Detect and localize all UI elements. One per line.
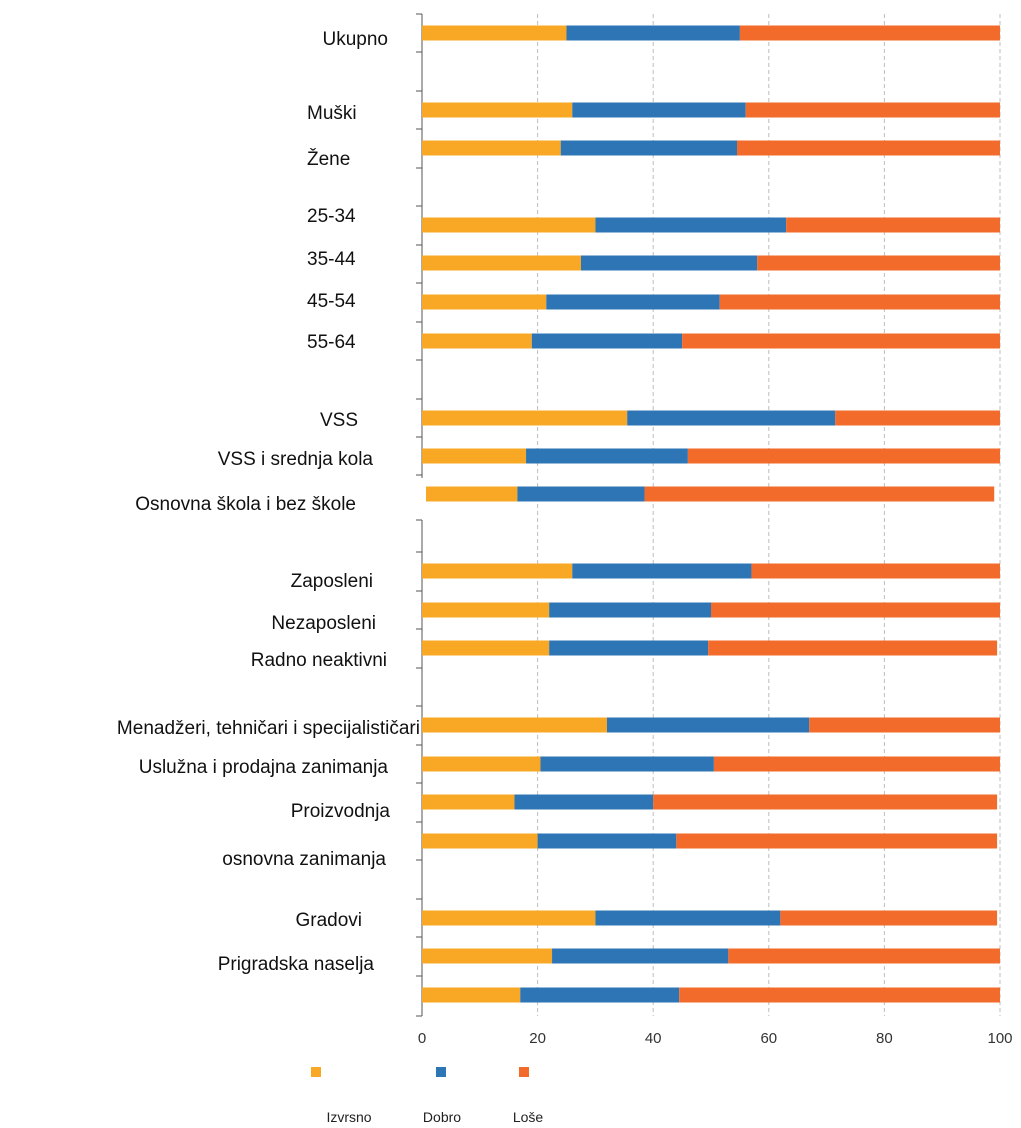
bar-izvrsno-10 (422, 563, 573, 579)
x-tick-label: 20 (529, 1030, 546, 1047)
bar-dobro-15 (514, 794, 654, 810)
bar-dobro-17 (595, 910, 781, 926)
bar-izvrsno-12 (422, 640, 550, 656)
bar-dobro-7 (627, 410, 836, 426)
bar-loše-7 (835, 410, 1000, 426)
x-tick-label: 0 (418, 1030, 426, 1047)
bar-dobro-5 (546, 294, 720, 310)
category-label: osnovna zanimanja (222, 849, 386, 870)
bar-loše-10 (751, 563, 1000, 579)
category-label: Menadžeri, tehničari i specijalističari (117, 718, 420, 739)
legend-label-izvrsno: Izvrsno (326, 1109, 371, 1125)
bar-loše-15 (653, 794, 998, 810)
category-label: Muški (307, 103, 357, 124)
bar-loše-16 (676, 833, 998, 849)
bar-dobro-2 (560, 140, 738, 156)
bar-loše-9 (644, 486, 995, 502)
bar-izvrsno-14 (422, 756, 541, 772)
bar-izvrsno-19 (422, 987, 521, 1003)
category-label: 55-64 (307, 332, 356, 353)
category-label: Ukupno (323, 29, 389, 50)
x-tick-label: 100 (987, 1030, 1012, 1047)
bar-dobro-3 (595, 217, 787, 233)
x-tick-label: 40 (645, 1030, 662, 1047)
legend-label-dobro: Dobro (423, 1109, 461, 1125)
bar-izvrsno-13 (422, 717, 607, 733)
bar-loše-18 (728, 948, 1000, 964)
bar-dobro-8 (526, 448, 688, 464)
bar-izvrsno-2 (422, 140, 561, 156)
bar-izvrsno-1 (422, 102, 573, 118)
bar-dobro-13 (606, 717, 810, 733)
bar-dobro-11 (549, 602, 711, 618)
legend-swatch-izvrsno (311, 1067, 321, 1077)
bar-dobro-1 (572, 102, 746, 118)
category-label: Osnovna škola i bez škole (135, 494, 356, 515)
bar-loše-4 (757, 255, 1000, 271)
category-label: VSS (320, 410, 358, 431)
bar-loše-3 (786, 217, 1000, 233)
bar-izvrsno-8 (422, 448, 527, 464)
bar-loše-1 (745, 102, 1000, 118)
bar-dobro-0 (566, 25, 740, 41)
category-label: VSS i srednja kola (218, 449, 374, 470)
x-tick-label: 80 (876, 1030, 893, 1047)
category-label: Proizvodnja (291, 801, 391, 822)
category-label: Nezaposleni (271, 613, 376, 634)
bar-loše-13 (809, 717, 1000, 733)
category-label: 35-44 (307, 249, 356, 270)
bar-loše-12 (708, 640, 998, 656)
category-label: Gradovi (295, 910, 362, 931)
bar-loše-8 (687, 448, 1000, 464)
bar-izvrsno-9 (426, 486, 518, 502)
bar-izvrsno-16 (422, 833, 538, 849)
legend-label-loše: Loše (513, 1109, 544, 1125)
category-label: Uslužna i prodajna zanimanja (139, 757, 389, 778)
category-label: Radno neaktivni (251, 650, 387, 671)
bar-izvrsno-18 (422, 948, 553, 964)
bar-loše-6 (682, 333, 1000, 349)
bar-dobro-18 (552, 948, 729, 964)
bar-izvrsno-17 (422, 910, 596, 926)
bar-loše-14 (713, 756, 1000, 772)
bar-loše-17 (780, 910, 998, 926)
bar-izvrsno-3 (422, 217, 596, 233)
category-label: Žene (307, 148, 350, 170)
bar-izvrsno-5 (422, 294, 547, 310)
bar-izvrsno-15 (422, 794, 515, 810)
bar-dobro-10 (572, 563, 752, 579)
bar-dobro-12 (549, 640, 709, 656)
bar-loše-11 (711, 602, 1000, 618)
bar-izvrsno-0 (422, 25, 567, 41)
legend-swatch-loše (519, 1067, 529, 1077)
bar-dobro-19 (520, 987, 680, 1003)
bar-loše-2 (737, 140, 1000, 156)
category-label: 45-54 (307, 291, 356, 312)
category-label: 25-34 (307, 206, 356, 227)
category-label: Prigradska naselja (218, 954, 375, 975)
bar-loše-19 (679, 987, 1000, 1003)
bar-izvrsno-4 (422, 255, 581, 271)
x-tick-label: 60 (760, 1030, 777, 1047)
category-label: Zaposleni (291, 571, 373, 592)
bar-izvrsno-7 (422, 410, 628, 426)
legend-swatch-dobro (436, 1067, 446, 1077)
bar-dobro-9 (517, 486, 645, 502)
bar-loše-0 (739, 25, 1000, 41)
bar-loše-5 (719, 294, 1000, 310)
bar-dobro-6 (531, 333, 683, 349)
bar-izvrsno-6 (422, 333, 532, 349)
bar-dobro-14 (540, 756, 714, 772)
bar-dobro-4 (580, 255, 758, 271)
bar-izvrsno-11 (422, 602, 550, 618)
bar-dobro-16 (537, 833, 677, 849)
